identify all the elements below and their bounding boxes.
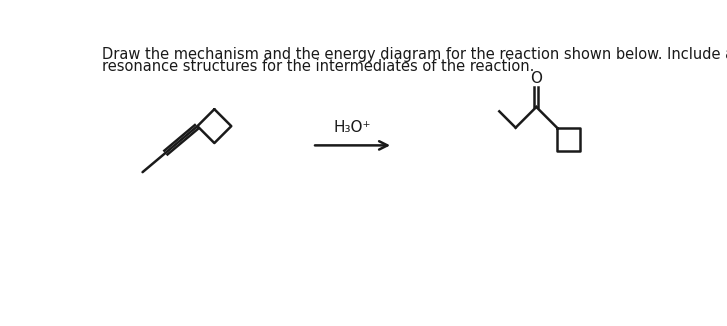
Text: resonance structures for the intermediates of the reaction.: resonance structures for the intermediat… bbox=[102, 59, 534, 74]
Text: O: O bbox=[530, 71, 542, 86]
Text: H₃O⁺: H₃O⁺ bbox=[334, 120, 371, 135]
Text: Draw the mechanism and the energy diagram for the reaction shown below. Include : Draw the mechanism and the energy diagra… bbox=[102, 47, 727, 62]
